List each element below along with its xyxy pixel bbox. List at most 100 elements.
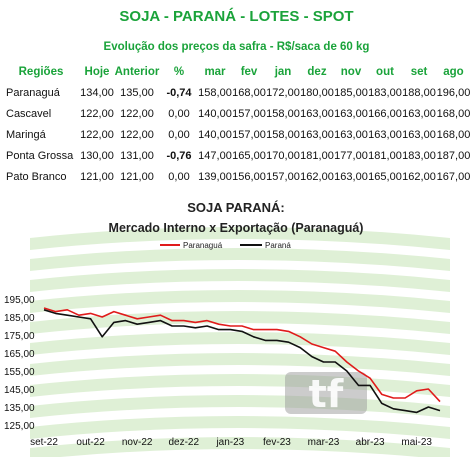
percent-change-cell: 0,00 (168, 107, 190, 120)
previous-cell: 131,00 (120, 149, 154, 162)
today-cell: 122,00 (80, 107, 114, 120)
chart-subtitle: Mercado Interno x Exportação (Paranaguá) (109, 221, 364, 235)
table-row: Ponta Grossa 130,00 131,00 -0,76 147,00 165,0… (2, 145, 471, 166)
y-tick-label: 165,00 (4, 349, 35, 360)
background-stripe (30, 227, 450, 250)
month-price-cell: 157,00 (266, 170, 300, 183)
month-price-cell: 180,00 (300, 86, 334, 99)
region-cell: Paranaguá (6, 86, 60, 99)
x-tick-label: mai-23 (401, 437, 432, 448)
month-price-cell: 183,00 (402, 149, 436, 162)
region-cell: Cascavel (6, 107, 52, 120)
y-tick-label: 135,00 (4, 403, 35, 414)
month-price-cell: 177,00 (334, 149, 368, 162)
month-price-cell: 163,00 (334, 170, 368, 183)
month-price-cell: 168,00 (436, 107, 471, 120)
month-price-cell: 165,00 (368, 170, 402, 183)
percent-change-cell: -0,74 (166, 86, 192, 99)
x-tick-label: abr-23 (356, 437, 385, 448)
previous-cell: 122,00 (120, 128, 154, 141)
x-tick-label: dez-22 (168, 437, 199, 448)
y-tick-label: 145,00 (4, 385, 35, 396)
page-title: SOJA - PARANÁ - LOTES - SPOT (119, 8, 354, 25)
series-line-paranagua (43, 307, 441, 403)
background-stripe (30, 353, 450, 376)
background-stripe (30, 311, 450, 334)
chart-background-stripes (30, 227, 450, 457)
month-price-cell: 168,00 (436, 128, 471, 141)
month-price-cell: 157,00 (232, 128, 266, 141)
month-price-cell: 163,00 (300, 107, 334, 120)
background-stripe (30, 374, 450, 397)
month-price-cell: 188,00 (402, 86, 436, 99)
page-subtitle: Evolução dos preços da safra - R$/saca d… (103, 41, 370, 53)
month-price-cell: 181,00 (368, 149, 402, 162)
column-header: fev (240, 66, 258, 78)
background-stripe (30, 248, 450, 271)
today-cell: 134,00 (80, 86, 114, 99)
month-price-cell: 156,00 (232, 170, 266, 183)
month-price-cell: 158,00 (198, 86, 232, 99)
previous-cell: 122,00 (120, 107, 154, 120)
month-price-cell: 185,00 (334, 86, 368, 99)
month-price-cell: 162,00 (300, 170, 334, 183)
legend-label-paranagua: Paranaguá (183, 241, 223, 250)
column-header: mar (204, 66, 226, 78)
column-header: set (410, 66, 428, 78)
x-tick-label: fev-23 (263, 437, 291, 448)
previous-cell: 135,00 (120, 86, 154, 99)
month-price-cell: 187,00 (436, 149, 471, 162)
x-tick-label: jan-23 (215, 437, 244, 448)
region-cell: Maringá (6, 128, 46, 141)
month-price-cell: 170,00 (266, 149, 300, 162)
series-line-parana (43, 309, 441, 414)
price-chart: SOJA PARANÁ: Mercado Interno x Exportaçã… (4, 200, 450, 457)
month-price-cell: 165,00 (232, 149, 266, 162)
table-row: Maringá 122,00 122,00 0,00 140,00 157,00 158,0… (2, 124, 471, 145)
x-tick-label: nov-22 (122, 437, 153, 448)
y-tick-label: 175,00 (4, 331, 35, 342)
today-cell: 121,00 (80, 170, 114, 183)
month-price-cell: 196,00 (436, 86, 471, 99)
month-price-cell: 168,00 (232, 86, 266, 99)
column-header: jan (274, 66, 292, 78)
table-header-row: Regiões Hoje Anterior % mar fev jan dez … (2, 62, 471, 82)
month-price-cell: 163,00 (334, 128, 368, 141)
month-price-cell: 167,00 (436, 170, 471, 183)
x-tick-label: set-22 (30, 437, 58, 448)
chart-title: SOJA PARANÁ: (187, 200, 285, 215)
column-header: Regiões (18, 66, 64, 78)
month-price-cell: 183,00 (368, 86, 402, 99)
x-tick-label: mar-23 (308, 437, 340, 448)
month-price-cell: 163,00 (402, 128, 436, 141)
y-tick-label: 195,00 (4, 295, 35, 306)
percent-change-cell: 0,00 (168, 170, 190, 183)
month-price-cell: 158,00 (266, 107, 300, 120)
month-price-cell: 163,00 (402, 107, 436, 120)
table-row: Pato Branco 121,00 121,00 0,00 139,00 156,00 1… (2, 166, 471, 187)
table-row: Paranaguá 134,00 135,00 -0,74 158,00 168,00 17… (2, 82, 471, 103)
watermark-logo: tf (285, 372, 367, 416)
month-price-cell: 166,00 (368, 107, 402, 120)
month-price-cell: 162,00 (402, 170, 436, 183)
previous-cell: 121,00 (120, 170, 154, 183)
month-price-cell: 157,00 (232, 107, 266, 120)
region-cell: Pato Branco (6, 170, 67, 183)
month-price-cell: 140,00 (198, 107, 232, 120)
background-stripe (30, 437, 450, 457)
today-cell: 122,00 (80, 128, 114, 141)
month-price-cell: 163,00 (368, 128, 402, 141)
background-stripe (30, 290, 450, 313)
column-header: nov (340, 66, 362, 78)
percent-change-cell: 0,00 (168, 128, 190, 141)
column-header: Anterior (114, 66, 160, 78)
chart-legend: Paranaguá Paraná (160, 241, 291, 250)
column-header: dez (307, 66, 327, 78)
y-tick-label: 125,00 (4, 421, 35, 432)
background-stripe (30, 332, 450, 355)
background-stripe (30, 269, 450, 292)
month-price-cell: 163,00 (334, 107, 368, 120)
column-header: out (376, 66, 394, 78)
month-price-cell: 172,00 (266, 86, 300, 99)
x-tick-label: out-22 (76, 437, 105, 448)
